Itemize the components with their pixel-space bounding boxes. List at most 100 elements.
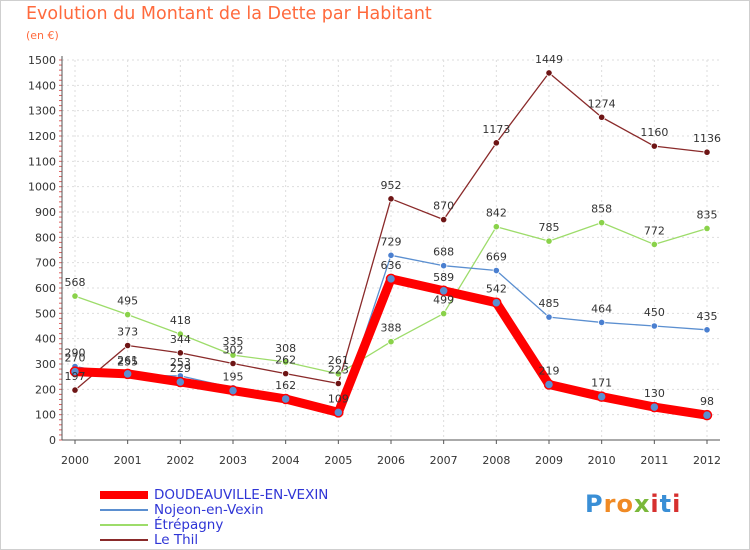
series-point (440, 262, 448, 270)
x-tick-label: 2001 (114, 454, 142, 467)
data-label: 262 (275, 354, 296, 367)
data-label: 785 (539, 221, 560, 234)
series-point (229, 351, 237, 359)
data-label: 290 (65, 347, 86, 360)
data-label: 729 (381, 235, 402, 248)
x-tick-label: 2011 (640, 454, 668, 467)
y-tick-label: 1300 (28, 105, 56, 118)
legend-item: DOUDEAUVILLE-EN-VEXIN (100, 487, 420, 503)
legend-label: Le Thil (154, 532, 199, 548)
data-label: 98 (700, 395, 714, 408)
data-label: 688 (433, 246, 454, 259)
data-label: 197 (65, 370, 86, 383)
y-tick-label: 400 (35, 333, 56, 346)
y-tick-label: 500 (35, 307, 56, 320)
series-point (387, 195, 395, 203)
data-label: 229 (170, 362, 191, 375)
data-label: 373 (117, 326, 138, 339)
series-point (122, 368, 133, 380)
legend-swatch (100, 539, 148, 541)
data-label: 162 (275, 379, 296, 392)
y-tick-label: 1400 (28, 79, 56, 92)
legend-label: Nojeon-en-Vexin (154, 502, 264, 518)
chart-legend: DOUDEAUVILLE-EN-VEXIN Nojeon-en-Vexin Ét… (100, 487, 420, 548)
data-label: 255 (117, 355, 138, 368)
data-label: 388 (381, 322, 402, 335)
series-point (69, 366, 81, 377)
series-line (70, 274, 712, 420)
data-label: 589 (433, 271, 454, 284)
series-point (703, 224, 711, 233)
series-point (649, 401, 660, 413)
series-point (650, 322, 658, 330)
logo-letter: t (659, 490, 673, 518)
y-tick-label: 200 (35, 383, 56, 396)
series-point (703, 148, 711, 156)
data-label: 253 (170, 356, 191, 369)
data-label: 1160 (640, 126, 668, 139)
series-point (282, 370, 290, 378)
series-point (71, 292, 79, 300)
legend-swatch (100, 509, 148, 511)
logo-letter: r (603, 490, 617, 518)
data-label: 1173 (482, 123, 510, 136)
series-point (596, 391, 607, 402)
series-point (333, 407, 344, 418)
series-point (175, 376, 186, 388)
data-label: 195 (223, 371, 244, 384)
data-label: 435 (697, 310, 718, 323)
logo-letter: i (650, 490, 660, 518)
series-point (227, 385, 239, 396)
logo-letter: x (633, 490, 651, 518)
data-label: 171 (591, 377, 612, 390)
data-label: 858 (591, 203, 612, 216)
data-label: 344 (170, 333, 191, 346)
series-point (438, 285, 449, 297)
y-tick-label: 0 (49, 434, 56, 447)
data-label: 464 (591, 302, 612, 315)
data-label: 835 (697, 208, 718, 221)
legend-swatch (100, 491, 148, 499)
data-label: 542 (486, 283, 507, 296)
x-tick-label: 2004 (272, 454, 300, 467)
series-point (280, 393, 291, 405)
data-label: 302 (223, 343, 244, 356)
data-label: 495 (117, 295, 138, 308)
series-point (545, 69, 553, 77)
data-label: 1449 (535, 53, 563, 66)
legend-swatch (100, 524, 148, 526)
series-point (334, 370, 342, 378)
legend-item: Le Thil (100, 532, 420, 548)
data-label: 669 (486, 251, 507, 264)
series-point (124, 310, 132, 319)
y-tick-label: 1200 (28, 130, 56, 143)
data-label: 270 (65, 352, 86, 365)
series-point (543, 379, 555, 390)
data-label: 842 (486, 207, 507, 220)
chart-unit-label: (en €) (26, 29, 59, 42)
series-point (598, 318, 606, 327)
legend-label: Étrépagny (154, 517, 224, 533)
x-tick-label: 2006 (377, 454, 405, 467)
x-tick-label: 2009 (535, 454, 563, 467)
data-label: 952 (381, 179, 402, 192)
logo-letter: i (672, 490, 682, 518)
series-point (545, 237, 553, 245)
series-point (650, 142, 658, 150)
series-point (387, 338, 395, 346)
y-tick-label: 700 (35, 257, 56, 270)
data-label: 219 (539, 365, 560, 378)
series-point (598, 219, 606, 227)
chart-title: Evolution du Montant de la Dette par Hab… (26, 4, 432, 24)
series-point (703, 326, 711, 334)
series-point (492, 266, 500, 275)
series-point (491, 297, 502, 308)
series-point (176, 330, 184, 338)
series-point (282, 358, 290, 366)
data-label: 308 (275, 342, 296, 355)
proxiti-logo: Proxiti (585, 490, 681, 518)
series-point (334, 379, 342, 388)
y-tick-label: 800 (35, 231, 56, 244)
logo-letter: P (585, 490, 604, 518)
